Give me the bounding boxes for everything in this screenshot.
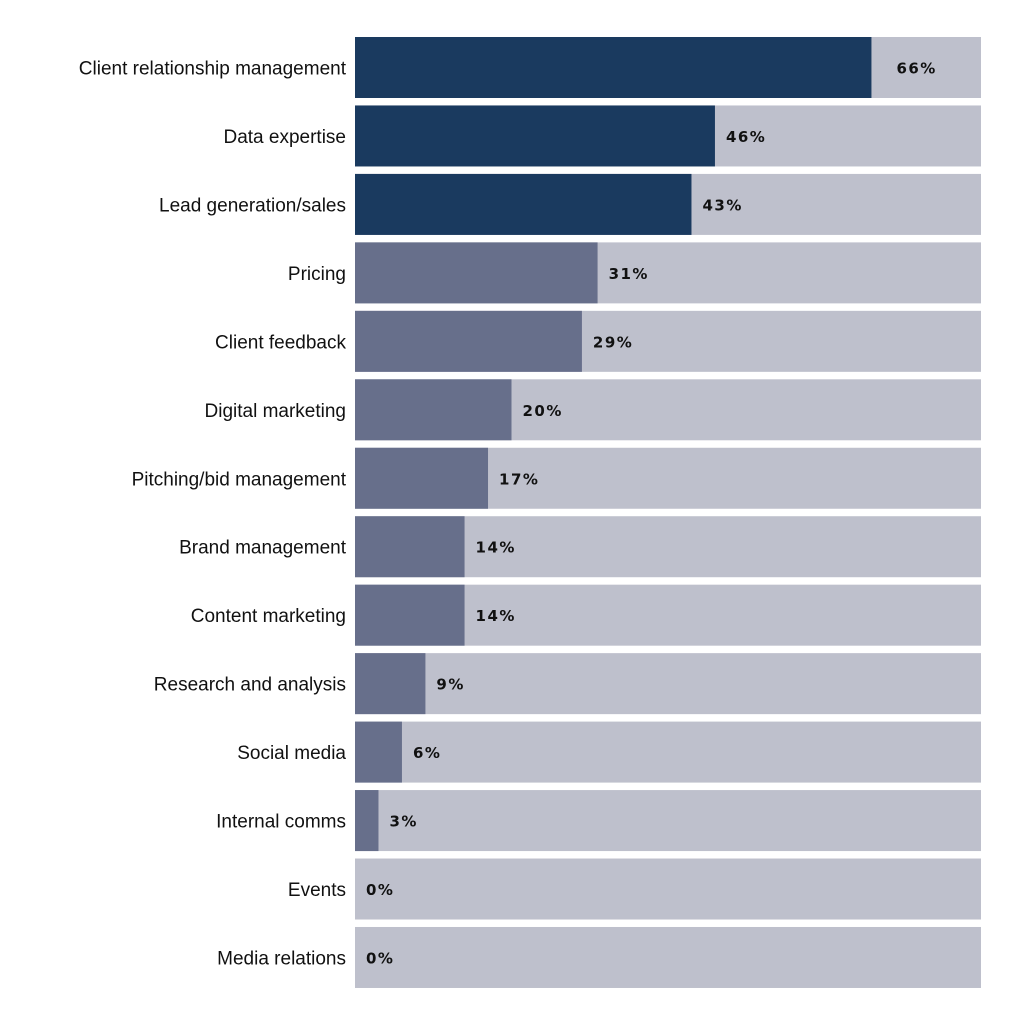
value-label: 29% [593,333,633,351]
bar [355,37,872,98]
bar [355,173,692,235]
bar [355,310,582,372]
value-label: 20% [523,402,563,420]
value-label: 66% [896,60,936,78]
bar [355,242,598,304]
value-label: 0% [366,949,394,967]
category-label: Research and analysis [154,675,346,696]
category-label: Media relations [217,948,346,969]
value-label: 17% [499,470,539,488]
category-label: Internal comms [216,812,346,833]
bar [355,105,715,167]
bar [355,447,489,509]
category-label: Brand management [179,538,347,559]
value-label: 31% [609,265,649,283]
category-label: Pricing [288,264,346,285]
bar [355,584,465,646]
category-label: Lead generation/sales [159,195,346,216]
bar-track [355,653,981,715]
bar-track [355,858,981,920]
category-label: Social media [237,743,346,764]
value-label: 9% [436,676,464,694]
value-label: 46% [726,128,766,146]
category-label: Client feedback [215,332,346,353]
category-label: Client relationship management [79,59,347,80]
bar-track [355,721,981,783]
category-label: Content marketing [191,606,346,627]
category-label: Data expertise [223,127,346,148]
value-label: 3% [389,813,417,831]
category-label: Digital marketing [205,401,347,422]
bar [355,653,426,715]
bar [355,790,379,852]
value-label: 14% [476,539,516,557]
category-label: Events [288,880,346,901]
category-label: Pitching/bid management [132,469,347,490]
bar-track [355,790,981,852]
value-label: 43% [702,196,742,214]
bar [355,721,402,783]
value-label: 14% [476,607,516,625]
value-label: 0% [366,881,394,899]
value-label: 6% [413,744,441,762]
bar-track [355,926,981,988]
bar [355,379,512,441]
bar [355,516,465,578]
